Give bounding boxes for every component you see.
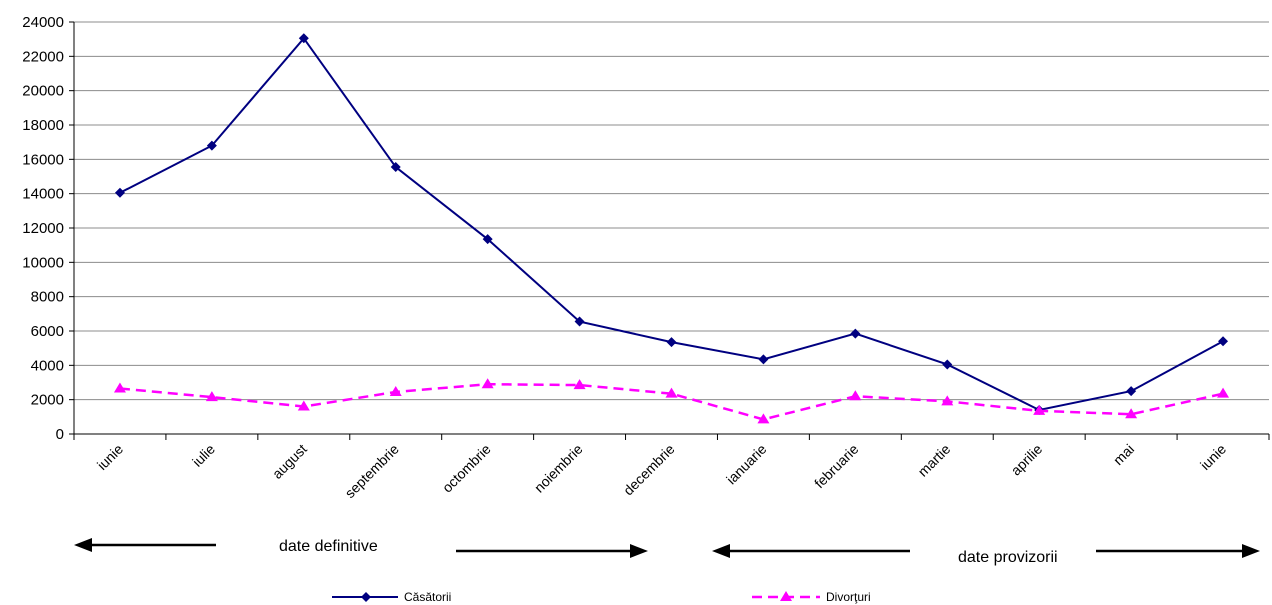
annotation-label-definitive: date definitive [279, 538, 378, 555]
y-tick-label: 20000 [22, 83, 64, 100]
gridlines [74, 21, 1269, 401]
arrowhead-left-definitive [74, 538, 92, 552]
y-tick-label: 24000 [22, 14, 64, 31]
data-point-triangle [1033, 404, 1046, 415]
legend-item-divorturi: Divorţuri [752, 590, 871, 604]
data-point-triangle [1125, 408, 1138, 419]
y-tick-label: 8000 [31, 289, 64, 306]
x-tick-label: octombrie [439, 441, 494, 496]
x-tick-label: aprilie [1008, 441, 1046, 479]
annotation-date-definitive: date definitive [74, 538, 648, 558]
data-point-triangle [389, 385, 402, 396]
data-point-diamond [298, 33, 309, 44]
series-line [119, 36, 1224, 412]
x-tick-label: martie [915, 441, 954, 480]
x-tick-label: ianuarie [723, 441, 770, 488]
data-point-diamond [114, 187, 125, 198]
data-point-diamond [390, 162, 401, 173]
data-point-diamond [850, 328, 861, 339]
y-tick-label: 22000 [22, 48, 64, 65]
x-tick-label: iunie [1197, 441, 1229, 473]
series-divorturi [113, 378, 1230, 424]
legend: Căsătorii Divorţuri [332, 590, 871, 604]
data-point-diamond [574, 316, 585, 327]
y-tick-label: 4000 [31, 357, 64, 374]
y-axis: 0 2000 4000 6000 8000 10000 12000 14000 16000 180… [22, 14, 75, 443]
data-point-diamond [206, 140, 217, 151]
y-tick-label: 6000 [31, 323, 64, 340]
x-tick-label: februarie [811, 441, 862, 492]
y-tick-label: 0 [56, 426, 64, 443]
data-point-diamond [1126, 386, 1137, 397]
y-tick-label: 16000 [22, 151, 64, 168]
x-tick-label: iunie [94, 441, 126, 473]
annotation-label-provizorii: date provizorii [958, 549, 1058, 566]
y-tick-label: 14000 [22, 186, 64, 203]
data-point-diamond [482, 234, 493, 245]
legend-item-casatorii: Căsătorii [332, 590, 451, 604]
arrowhead-right-provizorii [1242, 544, 1260, 558]
legend-marker-divorturi [780, 591, 792, 601]
x-axis: iunie iulie august septembrie octombrie noiem… [73, 433, 1270, 501]
data-point-diamond [942, 359, 953, 370]
y-tick-label: 2000 [31, 392, 64, 409]
data-point-diamond [758, 354, 769, 365]
data-point-triangle [941, 395, 954, 406]
data-point-triangle [297, 400, 310, 411]
legend-label-casatorii: Căsătorii [404, 590, 451, 604]
data-point-triangle [205, 391, 218, 402]
x-tick-label: mai [1110, 441, 1137, 468]
legend-marker-casatorii [361, 592, 371, 602]
arrowhead-right-definitive [630, 544, 648, 558]
legend-label-divorturi: Divorţuri [826, 590, 871, 604]
data-point-diamond [666, 337, 677, 348]
data-point-triangle [573, 379, 586, 390]
x-tick-label: iulie [189, 441, 218, 470]
x-tick-label: septembrie [342, 441, 402, 501]
data-point-triangle [665, 387, 678, 398]
data-point-triangle [1217, 387, 1230, 398]
data-point-triangle [481, 378, 494, 389]
y-tick-label: 10000 [22, 254, 64, 271]
arrowhead-left-provizorii [712, 544, 730, 558]
data-point-triangle [113, 382, 126, 393]
data-point-triangle [757, 413, 770, 424]
y-tick-label: 18000 [22, 117, 64, 134]
x-tick-label: august [269, 441, 310, 482]
data-point-triangle [849, 390, 862, 401]
annotation-date-provizorii: date provizorii [712, 544, 1260, 566]
series-layer [113, 33, 1230, 424]
data-point-diamond [1218, 336, 1229, 347]
y-tick-label: 12000 [22, 220, 64, 237]
x-tick-label: decembrie [620, 441, 678, 499]
x-tick-label: noiembrie [531, 441, 586, 496]
